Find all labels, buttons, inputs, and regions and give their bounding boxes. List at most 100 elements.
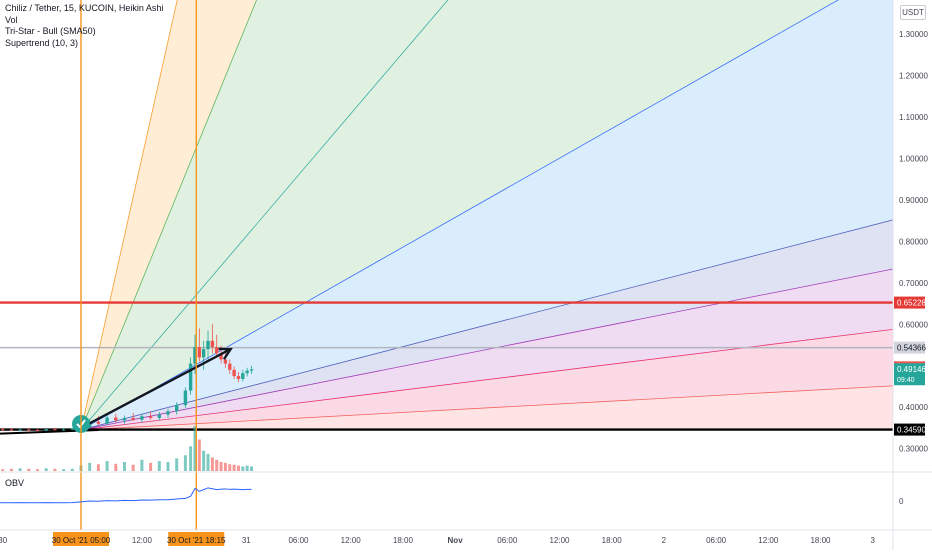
candle-body — [27, 429, 31, 431]
price-tag-subtext: 09:40 — [897, 377, 915, 384]
volume-bar — [219, 462, 223, 471]
y-tick-label: 1.30000 — [899, 30, 928, 39]
y-tick-label: 1.00000 — [899, 154, 928, 163]
y-tick-label: 0.80000 — [899, 237, 928, 246]
volume-bar — [223, 462, 227, 471]
volume-bar — [183, 455, 187, 471]
gann-fan-line — [80, 385, 893, 431]
level-price-tag — [894, 296, 925, 309]
currency-button[interactable]: USDT — [900, 5, 926, 20]
gann-fan-line — [80, 0, 839, 431]
symbol-title[interactable]: Chiliz / Tether, 15, KUCOIN, Heikin Ashi — [5, 3, 164, 13]
volume-bar — [70, 468, 74, 471]
volume-bar — [215, 459, 219, 471]
candle-body — [35, 429, 40, 431]
candle-body — [105, 417, 109, 424]
indicator-supertrend[interactable]: Supertrend (10, 3) — [5, 37, 79, 48]
volume-bar — [202, 450, 206, 471]
x-tick-label: 2 — [662, 536, 667, 545]
candle-body — [245, 370, 249, 374]
volume-bar — [36, 469, 39, 471]
volume-bar — [236, 465, 240, 471]
candle-body — [197, 347, 202, 358]
candle-body — [9, 429, 14, 431]
y-tick-label: 0.70000 — [899, 279, 928, 288]
x-tick-label: 06:00 — [497, 536, 518, 545]
candle-body — [175, 405, 179, 412]
level-price-text: 0.34590 — [897, 426, 926, 435]
candle-body — [157, 414, 161, 418]
indicator-vol[interactable]: Vol — [5, 14, 18, 25]
candle-body — [148, 416, 153, 418]
volume-bar — [9, 468, 13, 471]
candle-body — [183, 390, 188, 406]
gann-fan-line — [80, 219, 893, 431]
candle-body — [219, 353, 223, 360]
y-tick-label: 0.90000 — [899, 196, 928, 205]
volume-bar — [206, 453, 210, 471]
trend-arrow-line — [80, 348, 232, 429]
volume-bar — [140, 459, 144, 471]
candle-body — [53, 429, 57, 431]
volume-bar — [62, 469, 66, 471]
candle-body — [193, 347, 197, 364]
volume-bar — [88, 462, 92, 471]
candle-body — [96, 421, 101, 424]
x-tick-label: 31 — [242, 536, 251, 545]
y-tick-label: 0.40000 — [899, 403, 928, 412]
volume-bar — [123, 462, 126, 471]
x-tick-label: 06:00 — [706, 536, 727, 545]
volume-bar — [131, 464, 135, 471]
volume-bar — [250, 466, 254, 471]
gann-fan-line — [80, 0, 449, 431]
volume-bar — [149, 462, 153, 471]
y-tick-label: 1.10000 — [899, 113, 928, 122]
gann-fan-band — [81, 0, 893, 430]
candle-body — [249, 369, 254, 371]
x-tick-label: 18:00 — [810, 536, 831, 545]
highlighted-time-tag — [53, 532, 109, 546]
volume-bar — [189, 446, 193, 471]
volume-bar — [197, 439, 201, 471]
volume-bar — [157, 461, 161, 471]
price-tag-text: 0.49146 — [897, 365, 926, 374]
volume-bar — [96, 464, 100, 471]
x-tick-label: 18:00 — [393, 536, 414, 545]
price-tag — [894, 341, 925, 354]
candle-body — [232, 369, 236, 377]
candle-body — [114, 417, 118, 421]
candle-body — [210, 340, 215, 348]
volume-bar — [166, 462, 170, 471]
volume-bar — [53, 468, 57, 471]
check-icon — [76, 419, 86, 429]
price-tag — [894, 363, 925, 386]
volume-bar — [175, 458, 179, 471]
obv-label[interactable]: OBV — [5, 478, 25, 488]
main-pane — [0, 0, 893, 471]
x-tick-label: 18:00 — [602, 536, 623, 545]
candle-body — [166, 411, 170, 415]
candle-body — [140, 416, 144, 420]
obv-axis-zero: 0 — [899, 497, 904, 506]
gann-fan-line — [80, 328, 893, 431]
volume-bar — [18, 468, 22, 471]
level-price-text: 0.65228 — [897, 299, 926, 308]
y-tick-label: 0.60000 — [899, 320, 928, 329]
volume-bar — [105, 461, 109, 471]
volume-bar — [232, 464, 236, 471]
legend: Chiliz / Tether, 15, KUCOIN, Heikin Ashi… — [5, 3, 163, 49]
candle-body — [188, 363, 193, 391]
x-tick-label: 12:00 — [549, 536, 570, 545]
candle-body — [228, 363, 232, 370]
volume-bar — [241, 466, 245, 471]
volume-bar — [245, 465, 249, 471]
candle-body — [206, 340, 210, 350]
x-tick-label: 12:00 — [758, 536, 779, 545]
x-tick-label: 06:00 — [288, 536, 309, 545]
y-tick-label: 1.20000 — [899, 72, 928, 81]
indicator-tristar[interactable]: Tri-Star - Bull (SMA50) — [5, 26, 96, 36]
candle-body — [70, 428, 74, 430]
price-tag-text: 0.54366 — [897, 344, 926, 353]
